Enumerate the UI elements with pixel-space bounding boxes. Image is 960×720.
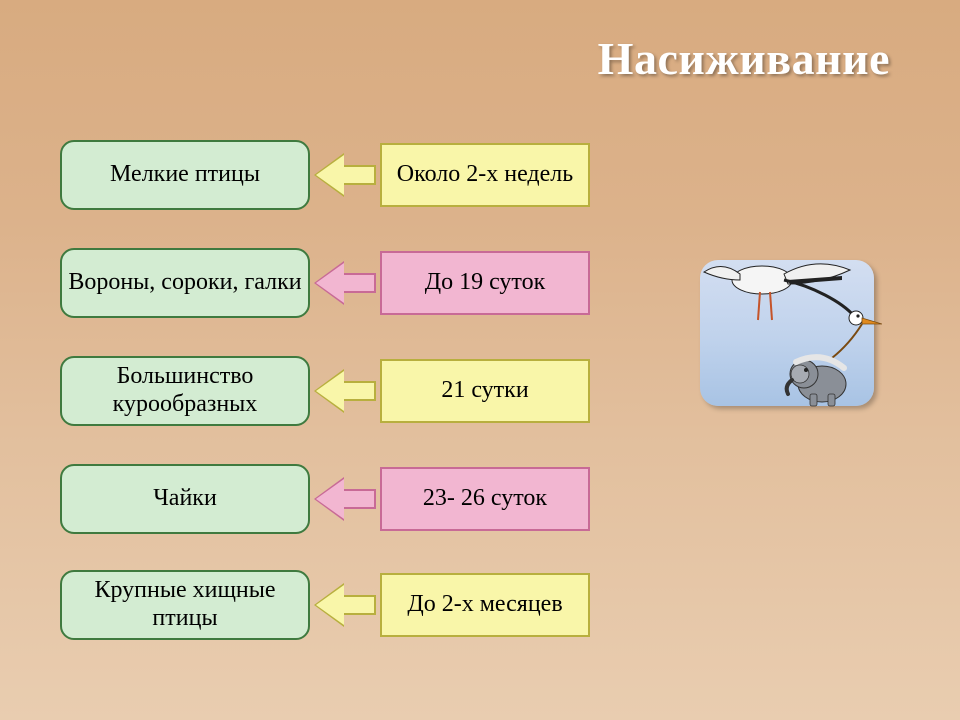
duration-box: Около 2-х недель: [380, 143, 590, 207]
arrow-left-icon: [318, 155, 376, 195]
category-box: Вороны, сороки, галки: [60, 248, 310, 318]
slide-title: Насиживание: [598, 32, 890, 85]
category-box: Мелкие птицы: [60, 140, 310, 210]
category-box: Чайки: [60, 464, 310, 534]
row: Крупные хищные птицы До 2-х месяцев: [60, 570, 590, 640]
row: Вороны, сороки, галки До 19 суток: [60, 248, 590, 318]
duration-box: До 19 суток: [380, 251, 590, 315]
duration-box: 23- 26 суток: [380, 467, 590, 531]
row: Большинство курообразных 21 сутки: [60, 356, 590, 426]
arrow-left-icon: [318, 585, 376, 625]
clipart-panel: [700, 260, 874, 406]
arrow-left-icon: [318, 263, 376, 303]
stork-carrying-elephant-icon: [692, 250, 882, 420]
row: Чайки 23- 26 суток: [60, 464, 590, 534]
row: Мелкие птицы Около 2-х недель: [60, 140, 590, 210]
category-box: Крупные хищные птицы: [60, 570, 310, 640]
arrow-left-icon: [318, 479, 376, 519]
duration-box: До 2-х месяцев: [380, 573, 590, 637]
category-box: Большинство курообразных: [60, 356, 310, 426]
arrow-left-icon: [318, 371, 376, 411]
slide: Насиживание Мелкие птицы Около 2-х недель…: [0, 0, 960, 720]
duration-box: 21 сутки: [380, 359, 590, 423]
